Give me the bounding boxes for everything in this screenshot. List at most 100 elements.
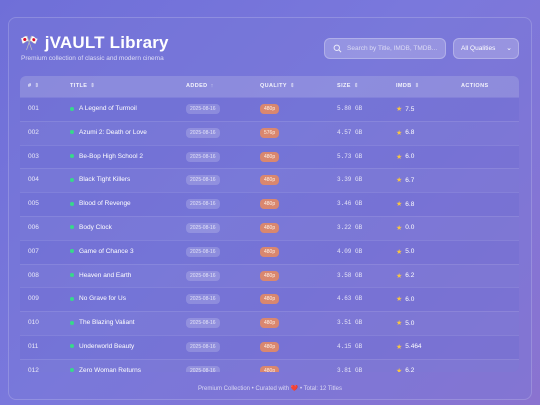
imdb-cell: ★ 5.464	[396, 343, 422, 351]
sort-asc-icon: ↑	[210, 83, 214, 89]
title-cell[interactable]: A Legend of Turmoil	[70, 105, 137, 112]
star-icon: ★	[396, 343, 403, 351]
imdb-rating: 6.2	[405, 272, 415, 280]
star-icon: ★	[396, 177, 403, 185]
imdb-cell: ★ 6.2	[396, 272, 414, 280]
search-icon	[333, 44, 342, 53]
quality-cell: 480p	[260, 246, 280, 257]
table-row[interactable]: 007 Game of Chance 3 2025-08-16 480p 4.09 GB…	[20, 239, 519, 264]
added-date-badge: 2025-08-16	[186, 318, 220, 329]
added-date-badge: 2025-08-16	[186, 365, 220, 372]
title-cell[interactable]: No Grave for Us	[70, 295, 126, 302]
title-cell[interactable]: Underworld Beauty	[70, 343, 134, 350]
table-row[interactable]: 005 Blood of Revenge 2025-08-16 480p 3.46 GB…	[20, 192, 519, 216]
search-box[interactable]	[324, 38, 446, 59]
quality-cell: 480p	[260, 151, 280, 162]
imdb-rating: 6.2	[405, 367, 415, 372]
file-size: 4.15 GB	[337, 342, 363, 350]
quality-cell: 480p	[260, 199, 280, 210]
added-date-badge: 2025-08-16	[186, 246, 220, 257]
table-row[interactable]: 002 Azumi 2: Death or Love 2025-08-16 576p 4…	[20, 120, 519, 145]
quality-cell: 480p	[260, 270, 280, 281]
movie-title: Body Clock	[79, 223, 112, 231]
row-number: 012	[28, 366, 39, 372]
imdb-rating: 6.7	[405, 176, 415, 184]
search-input[interactable]	[347, 45, 442, 52]
quality-cell: 576p	[260, 127, 280, 138]
imdb-cell: ★ 6.0	[396, 295, 415, 304]
table-row[interactable]: 008 Heaven and Earth 2025-08-16 480p 3.58 GB…	[20, 263, 519, 288]
imdb-cell: ★ 0.0	[396, 224, 414, 232]
quality-badge: 480p	[260, 246, 280, 257]
row-number: 007	[28, 247, 39, 255]
added-date-badge: 2025-08-16	[186, 127, 220, 138]
table-row[interactable]: 011 Underworld Beauty 2025-08-16 480p 4.15 G…	[20, 334, 519, 359]
imdb-cell: ★ 5.0	[396, 248, 414, 256]
sort-icon: ⇕	[90, 83, 96, 89]
column-label: SIZE	[337, 83, 351, 89]
status-dot-icon	[70, 177, 74, 182]
imdb-rating: 7.5	[405, 105, 415, 113]
quality-badge: 480p	[260, 365, 280, 372]
added-date-badge: 2025-08-16	[186, 175, 220, 186]
subtitle: Premium collection of classic and modern…	[21, 55, 164, 62]
title-cell[interactable]: Game of Chance 3	[70, 248, 134, 255]
quality-badge: 480p	[260, 318, 280, 329]
table-row[interactable]: 003 Be-Bop High School 2 2025-08-16 480p 5.7…	[20, 144, 519, 169]
file-size: 3.81 GB	[337, 366, 363, 372]
quality-badge: 480p	[260, 151, 280, 162]
table-row[interactable]: 012 Zero Woman Returns 2025-08-16 480p 3.81 …	[20, 358, 519, 372]
added-cell: 2025-08-16	[186, 294, 220, 305]
imdb-rating: 6.0	[405, 295, 415, 303]
flag-icon: 🎌	[20, 34, 39, 52]
imdb-rating: 5.464	[405, 343, 422, 351]
column-imdb[interactable]: IMDB ⇕	[396, 83, 420, 89]
title-cell[interactable]: Be-Bop High School 2	[70, 153, 143, 160]
title-cell[interactable]: Heaven and Earth	[70, 272, 131, 279]
star-icon: ★	[396, 248, 403, 256]
imdb-rating: 6.8	[405, 200, 415, 208]
movie-title: Zero Woman Returns	[79, 366, 142, 372]
row-number: 011	[28, 342, 39, 350]
added-date-badge: 2025-08-16	[186, 199, 220, 210]
row-number: 006	[28, 223, 39, 231]
title-cell[interactable]: Zero Woman Returns	[70, 367, 141, 372]
imdb-rating: 0.0	[405, 224, 415, 232]
table-row[interactable]: 001 A Legend of Turmoil 2025-08-16 480p 5.80…	[20, 97, 519, 121]
file-size: 3.58 GB	[337, 271, 363, 279]
title-cell[interactable]: Black Tight Killers	[70, 176, 130, 183]
column-size[interactable]: SIZE ⇕	[337, 83, 359, 89]
table-row[interactable]: 006 Body Clock 2025-08-16 480p 3.22 GB ★ 0.0	[20, 215, 519, 240]
imdb-rating: 6.0	[405, 153, 415, 161]
added-cell: 2025-08-16	[186, 246, 220, 257]
star-icon: ★	[396, 272, 403, 280]
table-row[interactable]: 009 No Grave for Us 2025-08-16 480p 4.63 GB ★…	[20, 287, 519, 311]
title-cell[interactable]: The Blazing Valiant	[70, 319, 135, 326]
footer-prefix: Premium Collection • Curated with	[198, 386, 290, 392]
added-cell: 2025-08-16	[186, 127, 220, 138]
movie-title: Underworld Beauty	[79, 342, 135, 350]
table-row[interactable]: 010 The Blazing Valiant 2025-08-16 480p 3.51…	[20, 311, 519, 335]
title-cell[interactable]: Body Clock	[70, 224, 112, 231]
imdb-cell: ★ 6.0	[396, 153, 414, 161]
column-label: #	[28, 83, 32, 89]
added-cell: 2025-08-16	[186, 270, 220, 281]
title-cell[interactable]: Blood of Revenge	[70, 200, 131, 207]
column-quality[interactable]: QUALITY ⇕	[260, 83, 295, 89]
added-cell: 2025-08-16	[186, 365, 220, 372]
quality-cell: 480p	[260, 175, 280, 186]
title-cell[interactable]: Azumi 2: Death or Love	[70, 129, 147, 136]
column-number[interactable]: # ⇕	[28, 83, 39, 89]
column-added[interactable]: ADDED ↑	[186, 83, 214, 89]
file-size: 4.57 GB	[337, 128, 363, 136]
imdb-rating: 5.0	[405, 248, 415, 256]
row-number: 009	[28, 295, 39, 303]
column-title[interactable]: TITLE ⇕	[70, 83, 95, 89]
status-dot-icon	[70, 296, 74, 301]
column-actions: ACTIONS	[461, 83, 489, 89]
heart-icon: ❤️	[290, 386, 299, 392]
file-size: 4.09 GB	[337, 247, 363, 255]
table-row[interactable]: 004 Black Tight Killers 2025-08-16 480p 3.39…	[20, 168, 519, 193]
imdb-cell: ★ 7.5	[396, 105, 415, 114]
quality-filter[interactable]: All Qualities ⌄	[453, 38, 519, 59]
